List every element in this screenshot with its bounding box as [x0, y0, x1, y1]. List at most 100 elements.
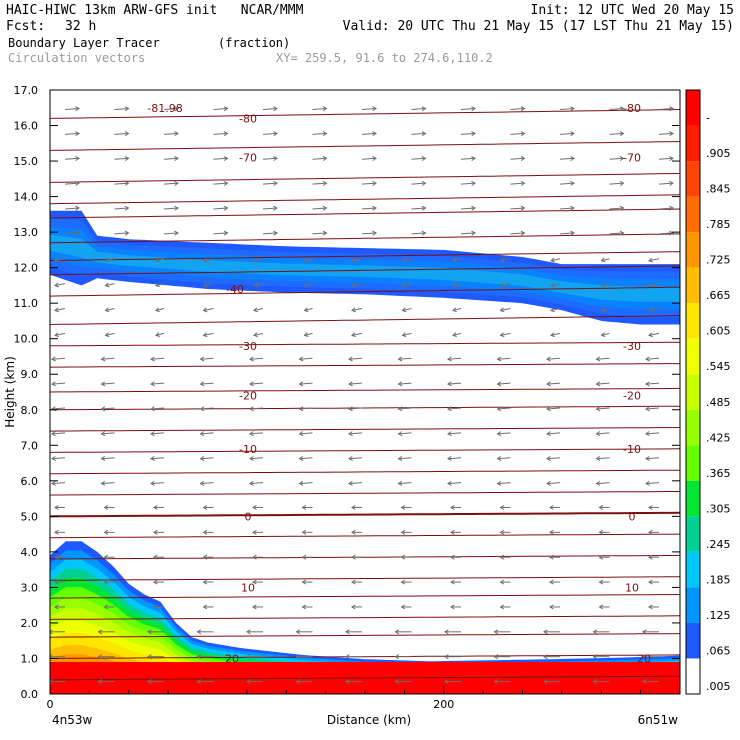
y-tick-label: 15.0: [14, 155, 39, 168]
circulation-vector-head: [252, 529, 257, 535]
circulation-vector: [200, 382, 214, 385]
circulation-vector-head: [103, 554, 109, 560]
circulation-vector-head: [174, 156, 179, 162]
circulation-vector-head: [648, 307, 653, 313]
colorbar-swatch: [686, 125, 700, 162]
circulation-vector-head: [444, 629, 449, 635]
circulation-vector: [54, 258, 66, 262]
circulation-vector-head: [444, 679, 449, 685]
circulation-vector-head: [496, 356, 502, 362]
circulation-vector: [249, 457, 264, 460]
circulation-vector: [299, 482, 313, 485]
circulation-vector-head: [174, 180, 179, 186]
circulation-vector-head: [648, 332, 653, 338]
circulation-vector: [54, 308, 66, 311]
circulation-vector-head: [298, 455, 304, 461]
temperature-contour: [50, 633, 680, 638]
circulation-vector-head: [150, 431, 155, 437]
circulation-vector-head: [570, 156, 575, 162]
circulation-vector: [150, 482, 165, 485]
circulation-vector-head: [273, 180, 278, 186]
colorbar-label: .485: [706, 396, 731, 409]
circulation-vector: [658, 232, 674, 235]
circulation-vector: [348, 382, 363, 385]
circulation-vector-head: [322, 230, 328, 236]
circulation-vector-head: [642, 629, 647, 635]
circulation-vector-head: [499, 282, 505, 288]
circulation-vector-head: [549, 529, 554, 535]
circulation-vector: [398, 382, 412, 385]
circulation-vector: [262, 182, 278, 185]
circulation-vector-head: [249, 480, 254, 486]
circulation-vector: [200, 432, 214, 435]
circulation-vector: [150, 357, 165, 360]
circulation-vector-head: [295, 654, 301, 660]
circulation-vector-head: [592, 654, 598, 660]
circulation-vector-head: [348, 480, 353, 486]
circulation-vector: [497, 482, 511, 485]
circulation-vector: [213, 157, 228, 160]
circulation-vector: [114, 182, 129, 185]
colorbar-swatch: [686, 161, 700, 197]
circulation-vector: [546, 457, 561, 460]
circulation-vector-head: [51, 431, 56, 437]
circulation-vector: [114, 232, 129, 235]
circulation-vector: [546, 407, 561, 410]
temperature-contour: [50, 554, 680, 560]
circulation-vector: [64, 232, 80, 235]
temperature-contour: [50, 405, 680, 411]
circulation-vector-head: [520, 156, 526, 162]
circulation-vector: [559, 157, 575, 160]
circulation-vector-head: [499, 257, 505, 263]
circulation-vector: [648, 308, 660, 311]
circulation-vector-head: [570, 180, 575, 186]
circulation-vector: [312, 182, 327, 185]
circulation-vector-head: [570, 106, 575, 112]
circulation-vector: [351, 308, 363, 311]
temperature-contour: [50, 615, 680, 620]
circulation-vector: [398, 432, 412, 435]
circulation-vector-head: [223, 180, 229, 186]
circulation-vector: [262, 132, 278, 135]
x-axis: 0 200: [47, 686, 642, 711]
circulation-vector: [497, 457, 511, 460]
x-end-label-left: 4n53w: [52, 713, 93, 727]
circulation-vector-head: [645, 356, 650, 362]
header-valid-time: Valid: 20 UTC Thu 21 May 15 (17 LST Thu …: [342, 19, 734, 34]
circulation-vector: [262, 232, 278, 235]
circulation-vector: [203, 332, 214, 336]
circulation-vector: [411, 132, 426, 135]
circulation-vector-head: [253, 332, 258, 338]
contour-label: 20: [225, 652, 239, 665]
temperature-contour: [50, 233, 680, 244]
circulation-vector-head: [253, 307, 258, 313]
circulation-vector: [105, 308, 115, 311]
circulation-vector-head: [450, 604, 455, 610]
header-init-time: Init: 12 UTC Wed 20 May 15: [530, 3, 735, 18]
temperature-contour: [50, 208, 680, 219]
circulation-vector-head: [54, 332, 59, 338]
y-tick-label: 13.0: [14, 226, 39, 239]
colorbar-label: .005: [706, 680, 731, 693]
circulation-vector-head: [550, 282, 555, 288]
circulation-vector: [249, 432, 264, 435]
circulation-vector: [447, 457, 462, 460]
circulation-vector-head: [322, 131, 328, 137]
circulation-vector-head: [298, 381, 304, 387]
circulation-vector: [51, 407, 66, 410]
colorbar-label: .125: [706, 609, 731, 622]
circulation-vector-head: [471, 131, 476, 137]
circulation-vector-head: [543, 629, 548, 635]
circulation-vector: [262, 207, 278, 210]
circulation-vector-head: [421, 230, 427, 236]
circulation-vector: [500, 258, 511, 262]
circulation-vector: [402, 283, 412, 287]
circulation-vector-head: [642, 679, 647, 685]
circulation-vector-head: [450, 579, 455, 585]
circulation-vector: [114, 132, 129, 135]
circulation-vector: [596, 407, 610, 410]
circulation-vector-head: [322, 205, 328, 211]
colorbar-label: .785: [706, 218, 731, 231]
circulation-vector-head: [150, 480, 155, 486]
circulation-vector-head: [351, 554, 356, 560]
